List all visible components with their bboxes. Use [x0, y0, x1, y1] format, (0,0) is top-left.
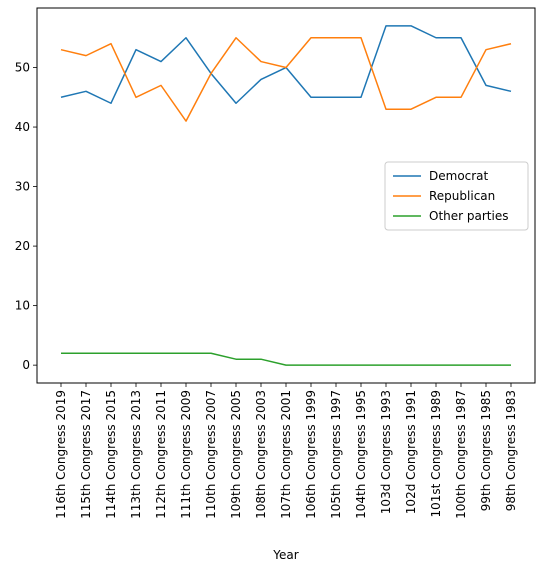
x-tick-label: 108th Congress 2003	[254, 390, 268, 519]
x-axis: 116th Congress 2019 115th Congress 2017 11…	[54, 383, 518, 519]
x-tick-label: 103d Congress 1993	[379, 390, 393, 514]
y-tick-label: 0	[22, 358, 30, 372]
x-tick-label: 106th Congress 1999	[304, 390, 318, 519]
x-tick-label: 104th Congress 1995	[354, 390, 368, 519]
series-line-democrat	[61, 26, 511, 103]
x-tick-label: 111th Congress 2009	[179, 390, 193, 519]
x-tick-label: 102d Congress 1991	[404, 390, 418, 514]
x-tick-label: 100th Congress 1987	[454, 390, 468, 519]
x-tick-label: 101st Congress 1989	[429, 390, 443, 518]
x-axis-label: Year	[272, 548, 298, 562]
x-tick-label: 113th Congress 2013	[129, 390, 143, 519]
x-tick-label: 115th Congress 2017	[79, 390, 93, 519]
x-tick-label: 116th Congress 2019	[54, 390, 68, 519]
x-tick-label: 114th Congress 2015	[104, 390, 118, 519]
series-line-other-parties	[61, 353, 511, 365]
y-tick-label: 20	[15, 239, 30, 253]
legend-label: Other parties	[429, 209, 508, 223]
y-tick-label: 40	[15, 120, 30, 134]
y-tick-label: 50	[15, 61, 30, 75]
legend-label: Democrat	[429, 169, 489, 183]
legend: Democrat Republican Other parties	[385, 162, 528, 230]
x-tick-label: 98th Congress 1983	[504, 390, 518, 511]
x-tick-label: 110th Congress 2007	[204, 390, 218, 519]
x-tick-label: 99th Congress 1985	[479, 390, 493, 511]
x-tick-label: 105th Congress 1997	[329, 390, 343, 519]
y-tick-label: 10	[15, 299, 30, 313]
y-axis: 0 10 20 30 40 50	[15, 61, 37, 373]
y-tick-label: 30	[15, 180, 30, 194]
legend-label: Republican	[429, 189, 495, 203]
x-tick-label: 112th Congress 2011	[154, 390, 168, 519]
x-tick-label: 109th Congress 2005	[229, 390, 243, 519]
series-line-republican	[61, 38, 511, 121]
x-tick-label: 107th Congress 2001	[279, 390, 293, 519]
